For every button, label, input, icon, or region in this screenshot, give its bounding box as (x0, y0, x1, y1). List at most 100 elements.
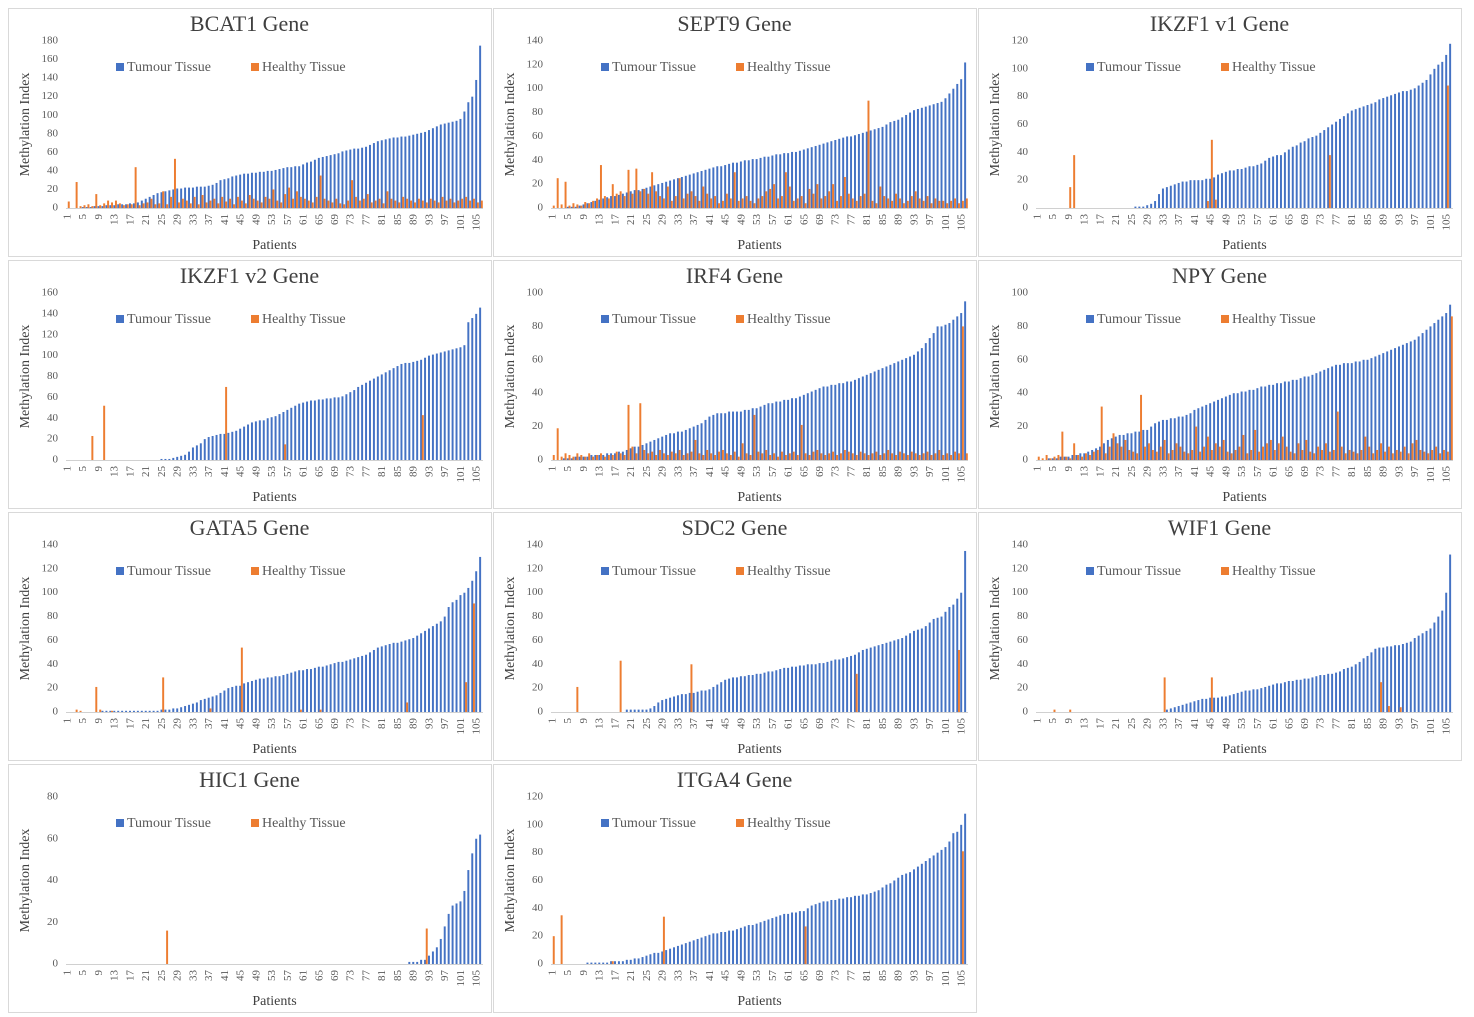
tumour-bar (1209, 403, 1212, 460)
healthy-bar (1383, 451, 1386, 460)
x-tick-label: 97 (1409, 466, 1421, 478)
tumour-bar (1220, 398, 1223, 460)
tumour-bar (586, 203, 589, 208)
healthy-bar (1053, 456, 1056, 460)
tumour-bar (680, 944, 683, 964)
healthy-bar (765, 191, 768, 208)
healthy-bar (327, 200, 330, 208)
tumour-bar (1177, 182, 1180, 208)
tumour-bar (1331, 124, 1334, 208)
tumour-bar (889, 122, 892, 208)
tumour-bar (1295, 379, 1298, 460)
panel-frame (978, 8, 1462, 257)
tumour-bar (1264, 686, 1267, 712)
healthy-bar (576, 453, 579, 460)
tumour-bar (1205, 404, 1208, 460)
tumour-bar (897, 361, 900, 460)
tumour-bar (649, 441, 652, 460)
tumour-bar (199, 700, 202, 712)
tumour-bar (258, 678, 261, 712)
healthy-bar (1108, 446, 1111, 460)
tumour-bar (1071, 454, 1074, 460)
tumour-bar (739, 676, 742, 712)
tumour-bar (1264, 160, 1267, 208)
healthy-bar (225, 386, 228, 460)
tumour-bar (1374, 102, 1377, 208)
x-tick-label: 37 (688, 970, 700, 982)
healthy-bar (891, 453, 894, 460)
healthy-bar (552, 936, 555, 964)
x-tick-label: 69 (329, 214, 341, 226)
tumour-bar (317, 399, 320, 460)
tumour-bar (846, 381, 849, 460)
tumour-bar (818, 388, 821, 460)
healthy-bar (166, 204, 169, 208)
tumour-bar (716, 166, 719, 208)
tumour-bar (282, 168, 285, 208)
y-axis-label: Methylation Index (18, 73, 33, 177)
tumour-bar (388, 138, 391, 208)
healthy-bar (568, 205, 571, 208)
tumour-bar (447, 122, 450, 208)
tumour-bar (629, 959, 632, 964)
x-tick-label: 85 (877, 214, 889, 226)
x-tick-label: 29 (172, 214, 184, 226)
x-tick-label: 89 (1378, 718, 1390, 730)
tumour-bar (1244, 167, 1247, 208)
tumour-bar (1307, 678, 1310, 712)
healthy-bar (319, 175, 322, 208)
tumour-bar (948, 841, 951, 964)
tumour-bar (1264, 386, 1267, 460)
healthy-bar (686, 193, 689, 208)
chart-title: SDC2 Gene (682, 515, 788, 540)
healthy-bar (560, 456, 563, 460)
tumour-bar (1205, 178, 1208, 208)
legend-swatch (251, 819, 259, 827)
x-tick-label: 73 (1315, 466, 1327, 478)
healthy-bar (576, 686, 579, 712)
tumour-bar (258, 420, 261, 460)
tumour-bar (101, 710, 104, 712)
tumour-bar (1059, 456, 1062, 460)
x-tick-label: 5 (1047, 466, 1059, 472)
tumour-bar (1303, 141, 1306, 208)
tumour-bar (964, 550, 967, 712)
healthy-bar (753, 203, 756, 208)
tumour-bar (696, 691, 699, 712)
healthy-bar (615, 193, 618, 208)
x-tick-label: 49 (735, 970, 747, 982)
tumour-bar (688, 428, 691, 460)
tumour-bar (1161, 188, 1164, 208)
healthy-bar (859, 451, 862, 460)
x-tick-label: 69 (329, 970, 341, 982)
tumour-bar (881, 887, 884, 964)
tumour-bar (641, 709, 644, 712)
tumour-bar (1220, 173, 1223, 208)
tumour-bar (1102, 443, 1105, 460)
healthy-bar (166, 930, 169, 964)
healthy-bar (232, 204, 235, 208)
healthy-bar (351, 180, 353, 208)
x-tick-label: 33 (187, 214, 199, 226)
healthy-bar (362, 198, 365, 208)
y-axis-label: Methylation Index (503, 73, 518, 177)
y-axis-label: Methylation Index (988, 577, 1003, 681)
tumour-bar (1165, 419, 1168, 460)
healthy-bar (1380, 682, 1382, 712)
tumour-bar (1083, 453, 1086, 460)
tumour-bar (806, 664, 809, 712)
tumour-bar (798, 150, 801, 208)
tumour-bar (1091, 449, 1094, 460)
tumour-bar (1366, 105, 1369, 208)
y-tick-label: 80 (532, 846, 544, 858)
tumour-bar (1276, 683, 1279, 712)
tumour-bar (739, 411, 742, 460)
legend-swatch (1221, 567, 1229, 575)
tumour-bar (873, 129, 876, 208)
x-tick-label: 45 (235, 466, 247, 478)
healthy-bar (957, 649, 960, 712)
tumour-bar (798, 665, 801, 712)
healthy-bar (476, 202, 479, 208)
tumour-bar (877, 128, 880, 208)
tumour-bar (459, 347, 462, 460)
